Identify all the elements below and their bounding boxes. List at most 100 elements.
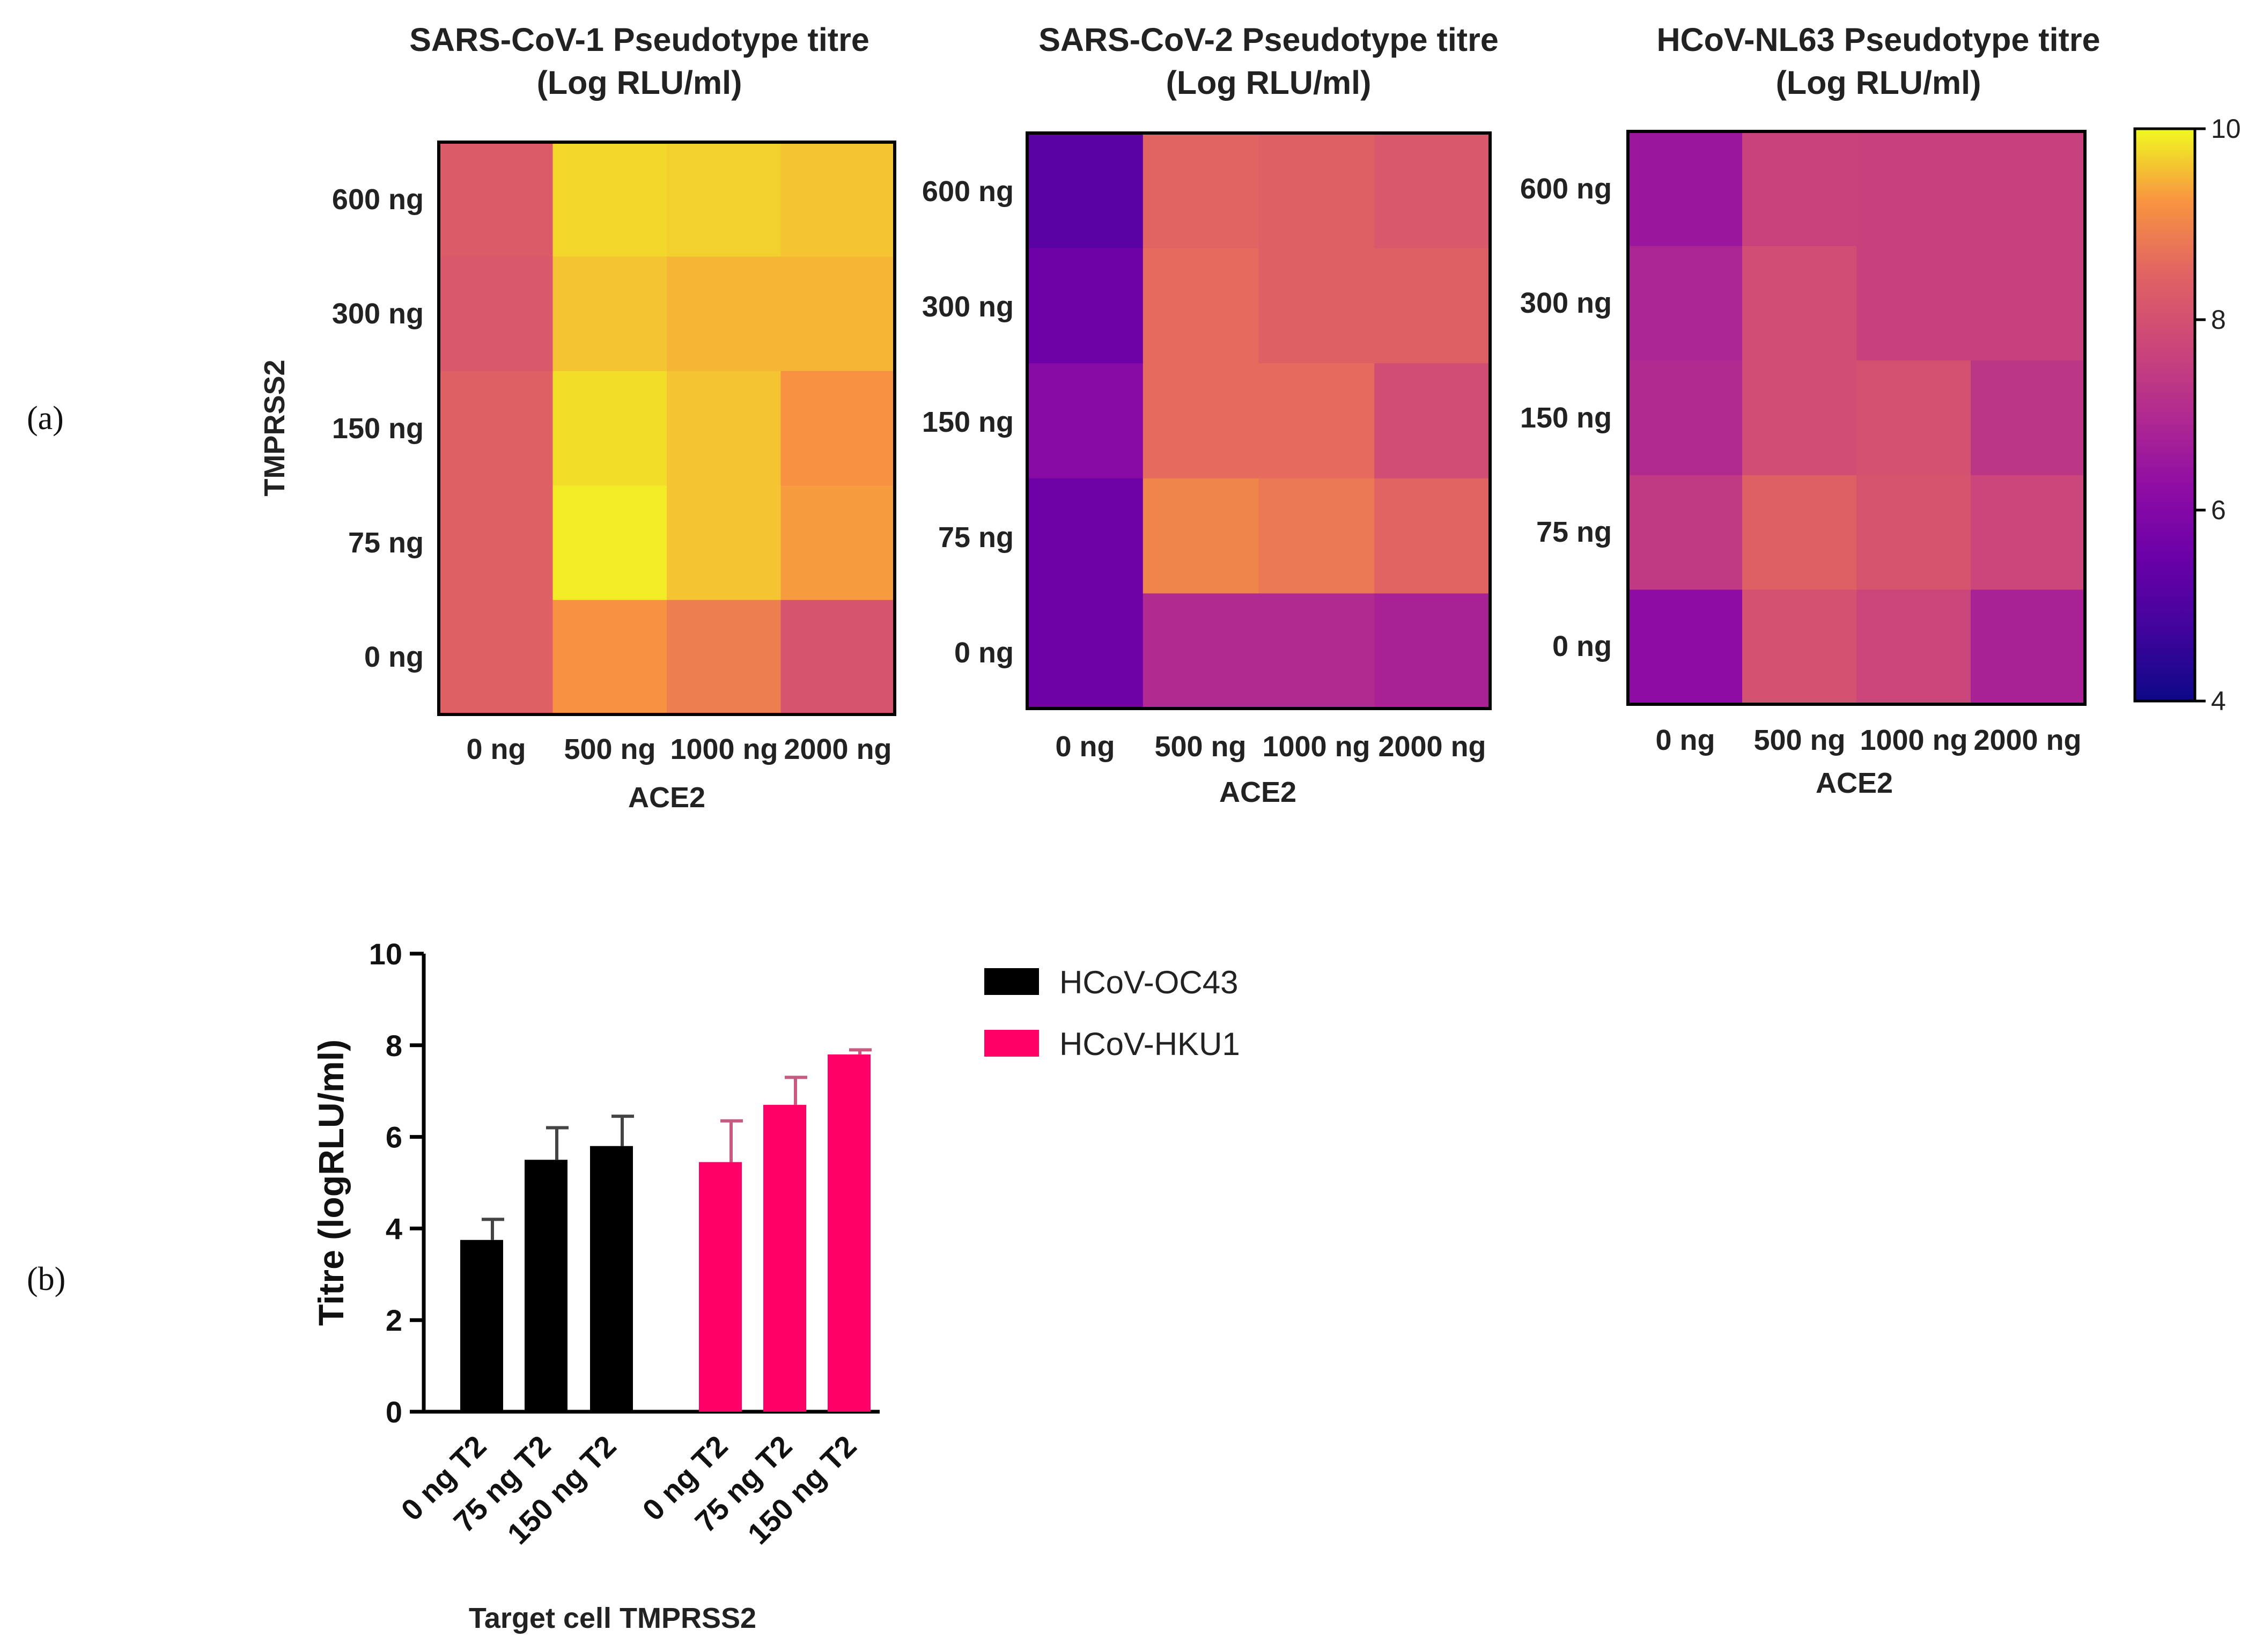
y-tick-label: 150 ng	[1520, 402, 1612, 434]
legend-label-hcov-hku1: HCoV-HKU1	[1059, 1026, 1240, 1062]
heatmap-cell	[1742, 589, 1857, 705]
colorbar-tick-label: 8	[2211, 305, 2226, 335]
heatmap-cell	[1628, 246, 1743, 361]
panel-label-b: (b)	[27, 1261, 65, 1297]
heatmap-cell	[1971, 131, 2085, 247]
x-tick-label: 1000 ng	[1860, 724, 1967, 756]
heatmap-cell	[552, 142, 667, 257]
heatmap-cell	[552, 256, 667, 372]
x-tick-label: 500 ng	[1753, 724, 1845, 756]
heatmap-cell	[552, 600, 667, 715]
heatmap-cell	[1258, 593, 1375, 709]
heatmap-cell	[1742, 131, 1857, 247]
x-axis-label: ACE2	[1219, 776, 1296, 808]
heatmap-cells	[439, 142, 895, 715]
heatmap-cell	[667, 485, 782, 601]
x-tick-label: 2000 ng	[1973, 724, 2081, 756]
legend-label-hcov-oc43: HCoV-OC43	[1059, 964, 1238, 1000]
y-tick-label: 600 ng	[922, 175, 1014, 208]
legend: HCoV-OC43 HCoV-HKU1	[984, 964, 1240, 1062]
heatmap-cell	[1258, 248, 1375, 364]
heatmap-cell	[1628, 589, 1743, 705]
y-ticks: 0 2 4 6 8 10	[369, 937, 424, 1429]
heatmap-cell	[1856, 589, 1971, 705]
heatmap-cell	[1027, 478, 1144, 594]
heatmap-cell	[1856, 475, 1971, 590]
colorbar: 10 8 6 4	[2133, 114, 2241, 716]
heatmap-cell	[780, 371, 895, 486]
heatmap-cell	[1258, 363, 1375, 479]
heatmap-cell	[1143, 248, 1259, 364]
y-tick-label: 75 ng	[348, 527, 424, 559]
heatmap-cell	[1027, 133, 1144, 249]
heatmap-cell	[1027, 363, 1144, 479]
x-axis-label: Target cell TMPRSS2	[469, 1602, 756, 1634]
y-tick-label: 4	[386, 1212, 402, 1245]
heatmap-cell	[439, 371, 554, 486]
heatmap-cell	[1374, 248, 1491, 364]
y-tick-label: 75 ng	[938, 521, 1014, 554]
heatmap-cell	[780, 142, 895, 257]
x-tick-label: 0 ng	[466, 733, 526, 765]
heatmap-cells	[1027, 133, 1491, 709]
heatmap-cell	[1374, 133, 1491, 249]
y-tick-label: 8	[386, 1029, 402, 1063]
heatmap-frame	[437, 141, 896, 716]
heatmap-cell	[1971, 360, 2085, 476]
heatmap-frame	[1626, 130, 2087, 706]
y-tick-label: 150 ng	[922, 406, 1014, 438]
legend-swatch-hcov-oc43	[984, 968, 1039, 995]
heatmap-cell	[1143, 478, 1259, 594]
y-tick-label: 2	[386, 1303, 402, 1337]
bar	[763, 1104, 806, 1412]
y-tick-label: 0	[386, 1395, 402, 1429]
x-axis-label: ACE2	[1816, 767, 1893, 799]
heatmap-cell	[1258, 133, 1375, 249]
heatmap-cell	[667, 256, 782, 372]
heatmap-cell	[780, 256, 895, 372]
heatmap-cell	[667, 371, 782, 486]
bar	[525, 1160, 567, 1412]
x-tick-label: 2000 ng	[784, 733, 891, 765]
bar	[460, 1240, 503, 1412]
heatmap-cell	[1856, 246, 1971, 361]
heatmap-cell	[1971, 475, 2085, 590]
heatmap-title-line1: SARS-CoV-1 Pseudotype titre	[409, 21, 869, 58]
heatmap-cell	[780, 600, 895, 715]
y-tick-label: 150 ng	[332, 412, 424, 445]
heatmap-cell	[1027, 593, 1144, 709]
heatmap-cell	[1374, 363, 1491, 479]
heatmap-cell	[1628, 360, 1743, 476]
heatmap-cell	[1971, 246, 2085, 361]
bar	[590, 1146, 633, 1412]
heatmap-title-line2: (Log RLU/ml)	[537, 64, 742, 101]
x-tick-label: 0 ng	[1655, 724, 1715, 756]
heatmap-cell	[1374, 593, 1491, 709]
x-tick-label: 2000 ng	[1378, 731, 1486, 763]
heatmap-cell	[439, 142, 554, 257]
colorbar-tick-label: 6	[2211, 495, 2226, 525]
x-tick-label: 500 ng	[564, 733, 655, 765]
y-tick-label: 10	[369, 937, 402, 971]
heatmap-cell	[1628, 475, 1743, 590]
heatmap-cell	[1856, 360, 1971, 476]
bar	[699, 1162, 742, 1412]
y-axis-label: Titre (logRLU/ml)	[311, 1039, 351, 1326]
panel-label-a: (a)	[27, 400, 64, 437]
y-tick-label: 0 ng	[364, 641, 424, 673]
heatmap-frame	[1026, 131, 1492, 710]
heatmap-sars-cov-1: SARS-CoV-1 Pseudotype titre (Log RLU/ml)…	[259, 21, 896, 814]
heatmap-cell	[552, 371, 667, 486]
heatmap-hcov-nl63: HCoV-NL63 Pseudotype titre (Log RLU/ml) …	[1520, 21, 2100, 799]
bar	[828, 1054, 871, 1412]
x-tick-label: 500 ng	[1154, 731, 1246, 763]
y-tick-label: 300 ng	[922, 291, 1014, 323]
colorbar-tick-label: 10	[2211, 114, 2241, 144]
heatmap-sars-cov-2: SARS-CoV-2 Pseudotype titre (Log RLU/ml)…	[922, 21, 1499, 808]
heatmap-cell	[780, 485, 895, 601]
y-tick-label: 600 ng	[1520, 173, 1612, 205]
bars	[460, 1048, 872, 1412]
heatmap-title-line1: SARS-CoV-2 Pseudotype titre	[1038, 21, 1499, 58]
y-axis-label: TMPRSS2	[259, 359, 291, 496]
y-tick-label: 0 ng	[1552, 630, 1612, 662]
